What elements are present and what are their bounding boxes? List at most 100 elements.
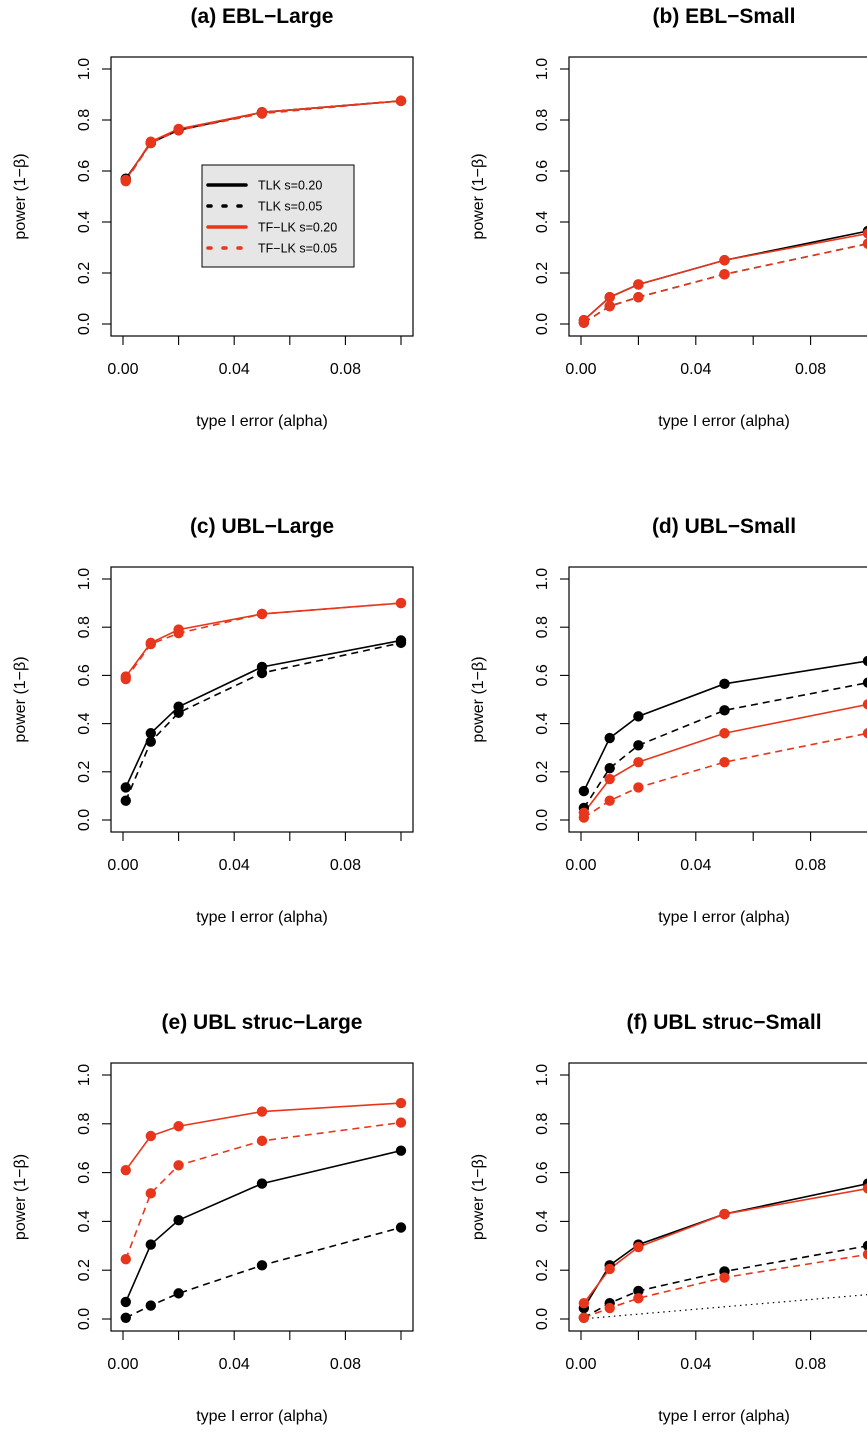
data-point (578, 785, 590, 797)
panel-title: (c) UBL−Large (190, 515, 334, 538)
y-tick-label: 0.8 (76, 109, 93, 131)
y-tick-label: 0.8 (534, 1113, 551, 1135)
data-point (862, 238, 867, 249)
x-tick-label: 0.00 (565, 361, 596, 378)
data-point (120, 1296, 131, 1308)
data-point (173, 1214, 184, 1226)
data-point (578, 317, 590, 328)
data-point (145, 728, 156, 739)
plot-frame (110, 56, 414, 337)
x-tick-label: 0.08 (795, 1356, 826, 1373)
x-axis-label: type I error (alpha) (658, 413, 790, 430)
plot-area (578, 1178, 867, 1323)
x-axis-label: type I error (alpha) (196, 1408, 328, 1425)
y-tick-label: 1.0 (76, 1064, 93, 1086)
data-point (120, 673, 131, 685)
legend: TLK s=0.20 TLK s=0.05 TF−LK s=0.20 TF−LK s=… (201, 164, 355, 268)
data-point (395, 1097, 407, 1109)
x-tick-label: 0.08 (330, 1356, 361, 1373)
data-point (120, 176, 131, 187)
data-point (719, 1272, 730, 1283)
data-point (256, 108, 268, 119)
data-point (395, 1117, 407, 1128)
y-tick-label: 1.0 (534, 1064, 551, 1086)
data-point (120, 1164, 131, 1176)
y-tick-label: 0.6 (534, 1161, 551, 1183)
data-point (633, 756, 644, 768)
y-tick-label: 1.0 (534, 568, 551, 590)
x-axis-label: type I error (alpha) (196, 413, 328, 430)
series-line (583, 1253, 867, 1319)
data-point (578, 812, 590, 823)
y-axis-label: power (1−β) (12, 1154, 29, 1240)
plot-frame (568, 56, 867, 337)
x-tick-label: 0.00 (107, 1356, 138, 1373)
plot-frame (110, 1062, 414, 1332)
x-tick-label: 0.08 (330, 857, 361, 874)
data-point (145, 1130, 156, 1142)
y-tick-label: 0.2 (76, 761, 93, 783)
legend-label: TLK s=0.20 (258, 179, 322, 193)
y-tick-label: 0.2 (76, 1259, 93, 1281)
data-point (145, 1300, 156, 1311)
x-tick-label: 0.08 (330, 361, 361, 378)
data-point (633, 740, 644, 751)
panel-title: (d) UBL−Small (652, 515, 796, 538)
x-tick-label: 0.08 (795, 361, 826, 378)
x-axis-label: type I error (alpha) (196, 909, 328, 926)
x-axis-label: type I error (alpha) (658, 1408, 790, 1425)
y-tick-label: 0.4 (76, 211, 93, 233)
plot-area (578, 225, 867, 328)
y-tick-label: 0.8 (534, 616, 551, 638)
y-tick-label: 0.2 (534, 1259, 551, 1281)
y-tick-label: 0.0 (534, 809, 551, 831)
y-tick-label: 0.4 (76, 1210, 93, 1232)
x-tick-label: 0.00 (565, 857, 596, 874)
data-point (173, 628, 184, 639)
y-tick-label: 0.6 (534, 664, 551, 686)
panel-title: (b) EBL−Small (653, 5, 796, 28)
data-point (395, 597, 407, 609)
y-tick-label: 0.6 (76, 160, 93, 182)
panel-title: (e) UBL struc−Large (162, 1011, 363, 1034)
y-tick-label: 0.2 (76, 262, 93, 284)
x-tick-label: 0.00 (107, 857, 138, 874)
data-point (604, 1263, 615, 1275)
y-axis-label: power (1−β) (470, 656, 487, 742)
plot-area (120, 597, 407, 806)
data-point (145, 638, 156, 650)
data-point (719, 756, 730, 768)
data-point (604, 732, 615, 744)
y-tick-label: 0.6 (534, 160, 551, 182)
data-point (145, 1188, 156, 1199)
data-point (120, 795, 131, 806)
data-point (719, 1208, 730, 1220)
data-point (633, 1285, 644, 1297)
plot-frame (568, 1062, 867, 1332)
data-point (256, 1106, 268, 1117)
data-point (256, 1260, 268, 1271)
chart-panel-4: (d) UBL−Small 0.00 0.04 0.08 0.0 0.2 0.4 0.6 0.8… (470, 515, 867, 926)
data-point (719, 705, 730, 716)
data-point (633, 1293, 644, 1304)
y-tick-label: 0.6 (76, 1161, 93, 1183)
data-point (395, 95, 407, 107)
panel-title: (f) UBL struc−Small (626, 1011, 821, 1034)
legend-label: TF−LK s=0.20 (258, 221, 337, 235)
series-line (125, 1149, 402, 1303)
reference-diagonal (580, 1294, 867, 1320)
data-point (719, 255, 730, 266)
data-point (862, 1240, 867, 1251)
data-point (604, 762, 615, 774)
data-point (173, 707, 184, 718)
x-tick-label: 0.04 (680, 361, 711, 378)
y-axis-label: power (1−β) (12, 656, 29, 742)
data-point (633, 1241, 644, 1253)
y-tick-label: 0.8 (76, 616, 93, 638)
data-point (633, 292, 644, 303)
data-point (719, 678, 730, 690)
series-line (583, 1187, 867, 1304)
x-axis-label: type I error (alpha) (658, 909, 790, 926)
series-line (583, 732, 867, 819)
